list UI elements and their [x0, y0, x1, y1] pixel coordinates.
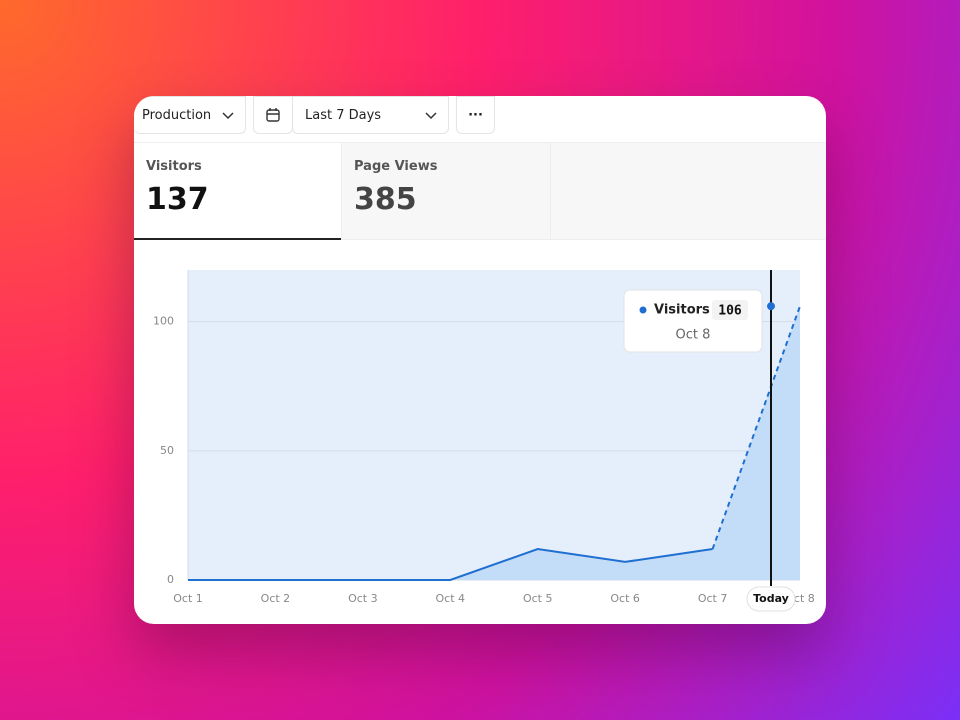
hover-point	[767, 302, 775, 311]
metric-label: Visitors	[146, 159, 202, 174]
x-tick-label: Oct 4	[436, 592, 466, 605]
calendar-icon	[266, 108, 280, 122]
metric-label: Page Views	[354, 159, 438, 174]
calendar-button[interactable]	[253, 96, 293, 134]
metric-tab[interactable]: Visitors 137	[134, 142, 341, 240]
metric-tab[interactable]: Page Views 385	[341, 142, 551, 240]
y-tick-label: 0	[167, 573, 174, 586]
tooltip-date: Oct 8	[676, 328, 711, 343]
x-tick-label: Oct 2	[261, 592, 291, 605]
range-select[interactable]: Last 7 Days	[292, 96, 449, 134]
line	[188, 547, 713, 581]
x-tick-label: Oct 3	[348, 592, 378, 605]
environment-label: Production	[142, 107, 212, 123]
range-label: Last 7 Days	[305, 107, 382, 123]
chart: 0 50 100 Visitors 106 Oct 8 Oct 1 Oct 2 Oct 3 Oct…	[153, 270, 815, 612]
tooltip-dot	[639, 306, 647, 314]
today-label: Today	[753, 592, 789, 605]
y-tick-label: 50	[160, 444, 174, 457]
today-pill	[746, 586, 796, 612]
card: Production Last 7 Days ··· Visitors 137 …	[134, 96, 826, 624]
tooltip: Visitors 106 Oct 8	[623, 289, 763, 353]
more-button[interactable]: ···	[456, 96, 495, 134]
tooltip-box	[623, 289, 763, 353]
x-tick-label: Oct 6	[610, 592, 640, 605]
y-tick-label: 100	[153, 315, 174, 328]
x-tick-label: Oct 1	[173, 592, 203, 605]
tooltip-value: 106	[718, 304, 742, 319]
metric-value: 137	[146, 182, 209, 217]
environment-select[interactable]: Production	[134, 96, 246, 134]
metric-tab-empty	[551, 142, 826, 240]
area	[188, 306, 800, 580]
tooltip-series: Visitors	[654, 303, 710, 318]
tooltip-value-bg	[712, 300, 748, 320]
chevron-icon	[425, 112, 437, 120]
x-tick-label: Oct 5	[523, 592, 553, 605]
metric-value: 385	[354, 182, 417, 217]
chevron-icon	[222, 112, 234, 120]
x-tick-label: Oct 7	[698, 592, 728, 605]
line-partial	[711, 305, 801, 550]
